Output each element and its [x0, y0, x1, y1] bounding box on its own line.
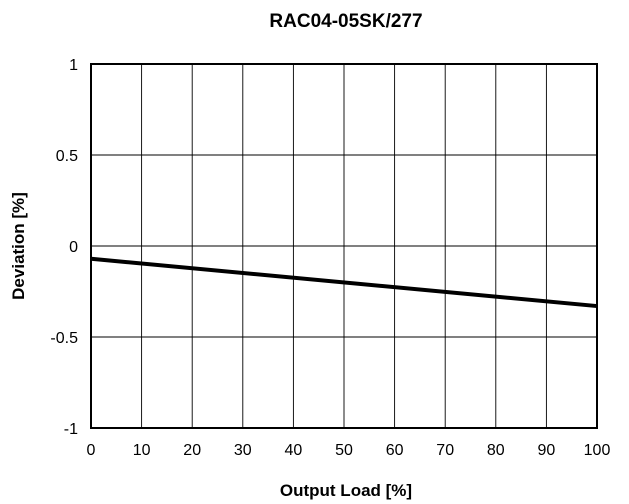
x-axis-label: Output Load [%] — [280, 481, 412, 500]
grid — [90, 63, 598, 429]
y-tick-label: -1 — [64, 421, 78, 438]
x-tick-label: 20 — [183, 442, 201, 459]
x-tick-label: 80 — [487, 442, 505, 459]
x-tick-label: 50 — [335, 442, 353, 459]
x-tick-label: 90 — [538, 442, 556, 459]
x-tick-label: 30 — [234, 442, 252, 459]
x-tick-label: 70 — [436, 442, 454, 459]
y-tick-label: 0 — [69, 239, 78, 256]
x-tick-label: 10 — [133, 442, 151, 459]
y-tick-label: -0.5 — [50, 330, 78, 347]
x-tick-label: 60 — [386, 442, 404, 459]
chart-title: RAC04-05SK/277 — [269, 11, 422, 32]
series-group — [90, 256, 598, 309]
plot-frame — [90, 63, 598, 429]
x-tick-label: 40 — [285, 442, 303, 459]
series-line-0 — [90, 256, 598, 309]
x-tick-label: 100 — [584, 442, 611, 459]
x-axis-ticks: 0 10 20 30 40 50 60 70 80 90 100 — [87, 442, 611, 459]
x-tick-label: 0 — [87, 442, 96, 459]
y-tick-label: 0.5 — [56, 148, 78, 165]
y-axis-ticks: 1 0.5 0 -0.5 -1 — [50, 57, 78, 438]
y-axis-label: Deviation [%] — [9, 192, 28, 300]
y-tick-label: 1 — [69, 57, 78, 74]
